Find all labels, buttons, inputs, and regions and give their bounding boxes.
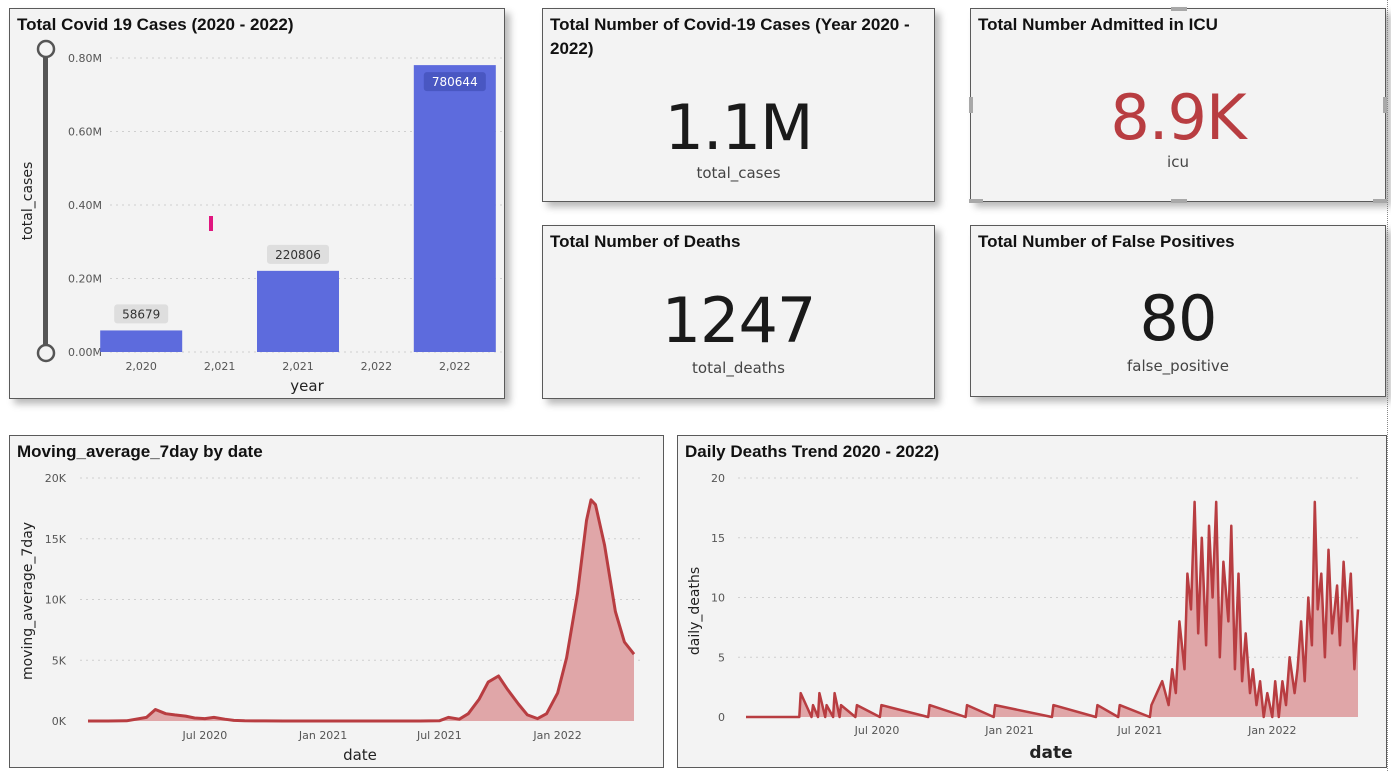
data-label: 58679: [122, 307, 160, 321]
y-tick-label: 5K: [52, 654, 67, 667]
data-label-background: [423, 72, 486, 92]
y-axis-title: total_cases: [20, 162, 36, 241]
x-tick-label: Jul 2021: [1116, 724, 1162, 737]
resize-handle-corner-bl[interactable]: [969, 199, 983, 203]
total-cases-card-title: Total Number of Covid-19 Cases (Year 202…: [550, 15, 910, 58]
bar-chart-title: Total Covid 19 Cases (2020 - 2022): [17, 15, 294, 34]
range-slider-bottom-handle[interactable]: [36, 343, 56, 363]
y-tick-label: 0: [718, 711, 725, 724]
x-tick-label: Jan 2022: [1247, 724, 1296, 737]
y-axis-title: daily_deaths: [687, 567, 703, 655]
bar: [413, 65, 496, 352]
x-tick-label: 2,021: [282, 360, 314, 373]
data-label: 780644: [432, 75, 478, 89]
resize-handle-bottom[interactable]: [1171, 199, 1187, 203]
range-slider-top-handle[interactable]: [36, 39, 56, 59]
y-tick-label: 10: [711, 592, 725, 605]
moving-average-line: [88, 498, 636, 723]
data-label-background: [114, 304, 169, 324]
false-positives-label: false_positive: [1126, 357, 1230, 375]
canvas-edge: [1387, 0, 1388, 771]
selection-marker: [209, 216, 213, 231]
y-tick-label: 0.60M: [68, 126, 102, 139]
moving-average-area: [88, 499, 634, 721]
y-axis-title: moving_average_7day: [20, 522, 36, 680]
resize-handle-right[interactable]: [1383, 97, 1387, 113]
icu-value: 8.9K: [1110, 81, 1246, 154]
daily-deaths-title: Daily Deaths Trend 2020 - 2022): [685, 442, 940, 461]
daily-deaths-chart: daily_deaths date 0 5 10 15 20 Jul 2020 Jan 2…: [687, 472, 1360, 763]
false-positives-card-title: Total Number of False Positives: [978, 232, 1235, 251]
daily-deaths-line: [746, 500, 1360, 719]
false-positives-card[interactable]: Total Number of False Positives 80 false…: [970, 225, 1386, 397]
x-tick-label: Jul 2020: [854, 724, 900, 737]
data-label-background: [267, 244, 329, 264]
icu-label: icu: [1167, 153, 1189, 171]
total-deaths-card[interactable]: Total Number of Deaths 1247 total_deaths: [542, 225, 935, 399]
x-axis-title: year: [290, 377, 324, 395]
x-tick-label: Jul 2021: [416, 729, 462, 742]
total-deaths-label: total_deaths: [692, 359, 785, 377]
false-positives-value: 80: [1139, 282, 1218, 355]
icu-card[interactable]: Total Number Admitted in ICU 8.9K icu: [969, 7, 1387, 203]
range-slider-track[interactable]: [43, 49, 48, 353]
y-tick-label: 15: [711, 532, 725, 545]
moving-average-visual[interactable]: Moving_average_7day by date moving_avera…: [9, 435, 664, 768]
x-axis-title: date: [1029, 743, 1072, 763]
x-tick-label: Jan 2021: [298, 729, 347, 742]
total-deaths-card-title: Total Number of Deaths: [550, 232, 741, 251]
data-label: 220806: [275, 248, 321, 262]
total-cases-label: total_cases: [696, 164, 781, 182]
bar: [257, 270, 339, 352]
daily-deaths-area: [746, 501, 1358, 717]
icu-card-title: Total Number Admitted in ICU: [978, 15, 1218, 34]
bar-chart-visual[interactable]: Total Covid 19 Cases (2020 - 2022) total…: [9, 8, 505, 399]
moving-average-chart: moving_average_7day date 0K 5K 10K 15K 20K J…: [20, 472, 640, 764]
x-tick-label: 2,021: [204, 360, 236, 373]
total-cases-value: 1.1M: [664, 91, 813, 164]
x-tick-label: Jan 2021: [984, 724, 1033, 737]
moving-average-title: Moving_average_7day by date: [17, 442, 263, 461]
x-tick-label: 2,022: [439, 360, 471, 373]
total-deaths-value: 1247: [661, 284, 817, 357]
y-tick-label: 0.00M: [68, 346, 102, 359]
y-tick-label: 5: [718, 651, 725, 664]
daily-deaths-visual[interactable]: Daily Deaths Trend 2020 - 2022) daily_de…: [677, 435, 1387, 768]
x-tick-label: 2,022: [361, 360, 393, 373]
resize-handle-top[interactable]: [1171, 7, 1187, 11]
y-tick-label: 10K: [45, 594, 67, 607]
bar-chart: total_cases year 0.00M 0.20M 0.40M 0.60M 0.8…: [20, 39, 502, 395]
x-axis-title: date: [343, 746, 377, 764]
y-tick-label: 0.80M: [68, 52, 102, 65]
x-tick-label: Jul 2020: [182, 729, 228, 742]
resize-handle-corner-br[interactable]: [1373, 199, 1387, 203]
x-tick-label: 2,020: [125, 360, 157, 373]
y-tick-label: 0K: [52, 715, 67, 728]
y-tick-label: 20K: [45, 472, 67, 485]
resize-handle-left[interactable]: [969, 97, 973, 113]
y-tick-label: 0.40M: [68, 199, 102, 212]
bar: [100, 330, 183, 352]
total-cases-card[interactable]: Total Number of Covid-19 Cases (Year 202…: [542, 8, 935, 202]
y-tick-label: 0.20M: [68, 273, 102, 286]
x-tick-label: Jan 2022: [532, 729, 581, 742]
y-tick-label: 15K: [45, 533, 67, 546]
y-tick-label: 20: [711, 472, 725, 485]
